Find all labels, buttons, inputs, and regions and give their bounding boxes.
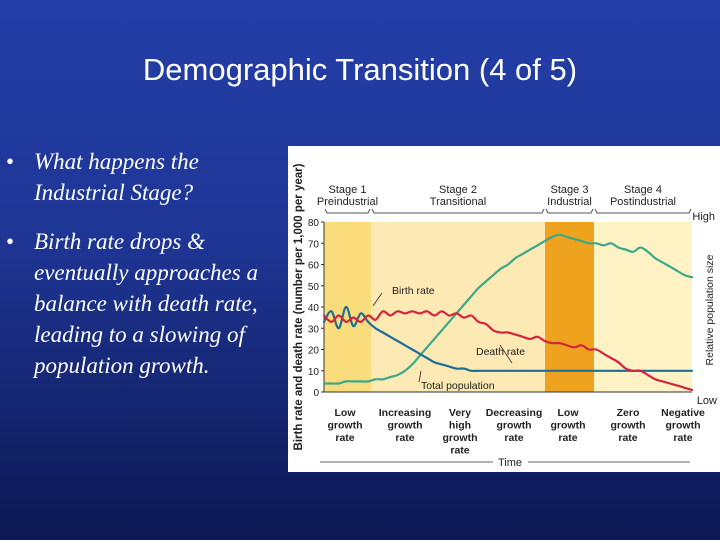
stage-bracket xyxy=(545,208,594,214)
bullet-text: What happens the Industrial Stage? xyxy=(34,149,199,205)
x-axis-label: Time xyxy=(498,457,522,469)
right-axis-high: High xyxy=(692,211,715,223)
bullet-marker: • xyxy=(6,149,15,174)
stage-name: Stage 2 xyxy=(439,184,477,196)
stage-band-3 xyxy=(545,222,594,392)
time-axis: Time xyxy=(320,457,690,469)
growth-label: Negative growth rate xyxy=(661,407,705,444)
growth-label: Increasing growth rate xyxy=(379,407,432,444)
series-annotation: Death rate xyxy=(476,346,525,358)
bullet-marker: • xyxy=(6,229,15,254)
series-annotation: Total population xyxy=(421,380,495,392)
annotation-pointer xyxy=(418,370,422,383)
series-line-total-population xyxy=(322,233,694,385)
y-tick-label: 40 xyxy=(308,303,320,314)
stage-label: Postindustrial xyxy=(610,196,676,208)
stage-bracket xyxy=(371,208,545,214)
stage-name: Stage 1 xyxy=(329,184,367,196)
y-tick-label: 60 xyxy=(308,261,320,272)
y-tick-label: 50 xyxy=(308,282,320,293)
series-line-birth-rate xyxy=(322,310,694,391)
growth-label: Decreasing growth rate xyxy=(486,407,543,444)
y-tick-label: 30 xyxy=(308,324,320,335)
growth-labels: Low growth rate Increasing growth rate Very hig… xyxy=(328,407,706,457)
growth-label: Low growth rate xyxy=(328,407,363,444)
stage-label: Preindustrial xyxy=(317,196,378,208)
stage-label: Industrial xyxy=(547,196,592,208)
stage-name: Stage 3 xyxy=(551,184,589,196)
y-tick-label: 0 xyxy=(313,388,319,399)
y-tick-label: 20 xyxy=(308,346,320,357)
stage-bands xyxy=(324,222,692,392)
bullet-list: • What happens the Industrial Stage? • B… xyxy=(6,146,288,399)
annotation-pointer xyxy=(372,292,383,307)
bullet-item: • Birth rate drops & eventually approach… xyxy=(6,226,288,381)
bullet-item: • What happens the Industrial Stage? xyxy=(6,146,288,208)
y-tick-label: 10 xyxy=(308,367,320,378)
series-annotation: Birth rate xyxy=(392,285,435,297)
stage-label: Transitional xyxy=(430,196,486,208)
y-axis-label: Birth rate and death rate (number per 1,… xyxy=(293,163,305,450)
stage-name: Stage 4 xyxy=(624,184,662,196)
stage-band-4 xyxy=(594,222,692,392)
slide-title: Demographic Transition (4 of 5) xyxy=(142,52,578,87)
growth-label: Low growth rate xyxy=(551,407,586,444)
series-lines xyxy=(322,233,694,391)
y-tick-label: 70 xyxy=(308,239,320,250)
growth-label: Very high growth rate xyxy=(443,407,478,457)
growth-label: Zero growth rate xyxy=(611,407,646,444)
annotation-pointer xyxy=(499,344,513,364)
stage-band-2 xyxy=(371,222,545,392)
right-axis-low: Low xyxy=(697,395,717,407)
line-labels: Birth rate Death rate Total population xyxy=(372,285,525,392)
y-ticks: 0 10 20 30 40 50 60 70 80 xyxy=(308,218,324,399)
stage-bracket xyxy=(594,208,692,214)
stage-bracket xyxy=(324,208,371,214)
right-axis-label: Relative population size xyxy=(704,254,716,365)
demographic-transition-diagram: Stage 1 Preindustrial Stage 2 Transitional S… xyxy=(288,146,720,472)
bullet-text: Birth rate drops & eventually approaches… xyxy=(34,229,258,378)
y-tick-label: 80 xyxy=(308,218,320,229)
